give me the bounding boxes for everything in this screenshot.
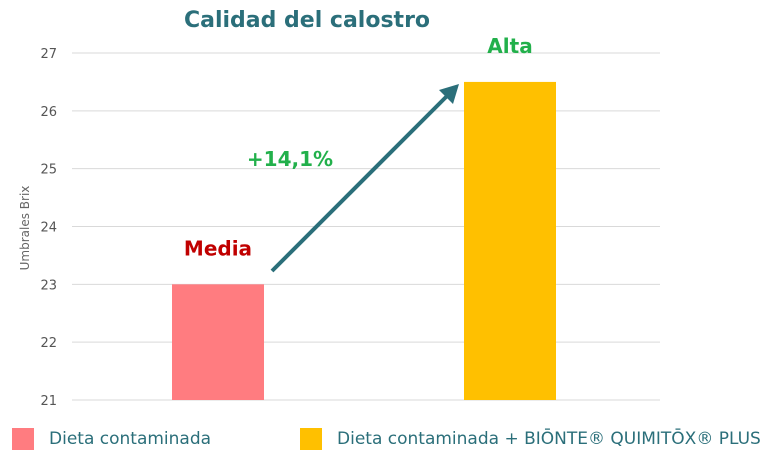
arrow-line [270,94,449,273]
y-tick-labels: 21 22 23 24 25 26 27 [40,47,57,409]
y-tick-label: 21 [40,394,57,409]
gridlines [72,52,660,401]
y-axis-label: Umbrales Brix [18,186,32,271]
legend: Dieta contaminada Dieta contaminada + BI… [0,428,768,458]
bar [464,81,556,401]
legend-item-dieta-contaminada: Dieta contaminada [12,428,211,450]
y-tick-label: 23 [40,278,57,293]
y-tick-label: 25 [40,163,57,178]
bar-label: Media [184,236,252,260]
legend-label: Dieta contaminada [49,429,212,449]
legend-swatch-pink [12,428,34,450]
bar-chart: Calidad del calostro Umbrales Brix 21222… [18,8,660,409]
legend-item-dieta-biont: Dieta contaminada + BIŌNTE® QUIMITŌX® PL… [300,428,761,450]
increase-arrow [270,84,459,273]
chart-title: Calidad del calostro [184,8,430,33]
bar [172,284,264,400]
y-tick-label: 24 [40,221,57,236]
percent-increase-annotation: +14,1% [247,147,333,171]
bars [172,81,556,401]
bar-label: Alta [487,34,532,58]
y-tick-label: 26 [40,105,57,120]
legend-label: Dieta contaminada + BIŌNTE® QUIMITŌX® PL… [337,429,761,449]
arrow-head [439,84,459,104]
legend-swatch-yellow [300,428,322,450]
y-tick-label: 27 [40,47,57,62]
y-tick-label: 22 [40,336,57,351]
bar-value-labels: Media Alta [184,34,533,260]
